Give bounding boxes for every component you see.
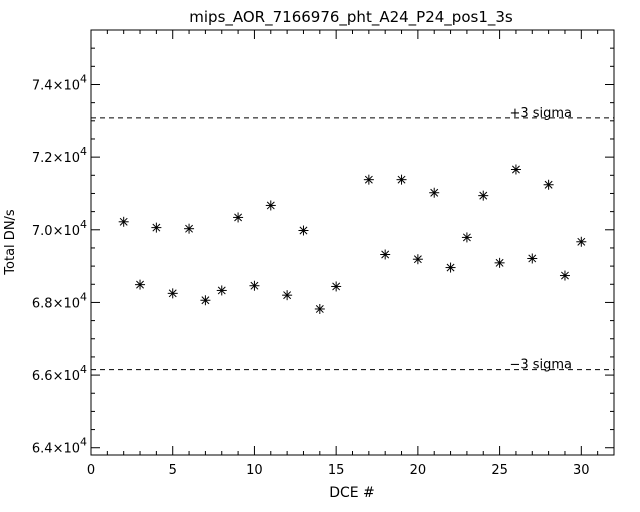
- x-axis-label: DCE #: [329, 485, 375, 501]
- data-point: [184, 223, 195, 234]
- data-point: [200, 295, 211, 306]
- data-point: [233, 212, 244, 223]
- y-tick-label: 6.6×104: [32, 363, 87, 384]
- data-point: [543, 179, 554, 190]
- reference-line-label: −3 sigma: [509, 358, 572, 373]
- x-tick-label: 0: [87, 463, 95, 478]
- y-tick-label: 7.2×104: [32, 145, 87, 166]
- data-point: [118, 216, 129, 227]
- data-point: [216, 285, 227, 296]
- x-tick-label: 15: [328, 463, 345, 478]
- data-point: [576, 236, 587, 247]
- data-point: [559, 270, 570, 281]
- data-points: [118, 164, 587, 314]
- reference-line-label: +3 sigma: [509, 106, 572, 121]
- data-point: [167, 288, 178, 299]
- data-point: [445, 262, 456, 273]
- data-point: [265, 200, 276, 211]
- data-point: [494, 257, 505, 268]
- data-point: [363, 174, 374, 185]
- x-axis: 0 5 10 15 20 25 30: [87, 30, 599, 478]
- data-point: [249, 280, 260, 291]
- y-tick-label: 6.4×104: [32, 436, 87, 457]
- data-point: [510, 164, 521, 175]
- data-point: [151, 222, 162, 233]
- y-axis-label: Total DN/s: [3, 209, 18, 276]
- data-point: [527, 253, 538, 264]
- x-tick-label: 30: [573, 463, 590, 478]
- data-point: [412, 254, 423, 265]
- data-point: [314, 303, 325, 314]
- data-point: [135, 279, 146, 290]
- x-tick-label: 5: [169, 463, 177, 478]
- data-point: [298, 225, 309, 236]
- chart-title: mips_AOR_7166976_pht_A24_P24_pos1_3s: [189, 8, 513, 27]
- x-tick-label: 20: [410, 463, 427, 478]
- x-tick-label: 25: [491, 463, 508, 478]
- y-tick-label: 6.8×104: [32, 290, 87, 311]
- y-tick-label: 7.4×104: [32, 72, 87, 93]
- y-tick-label: 7.0×104: [32, 218, 87, 239]
- data-point: [282, 290, 293, 301]
- data-point: [331, 281, 342, 292]
- y-axis: 6.4×104 6.6×104 6.8×104 7.0×104 7.2×104 7.4×1…: [32, 29, 614, 457]
- data-point: [461, 232, 472, 243]
- reference-lines: +3 sigma −3 sigma: [91, 106, 614, 373]
- data-point: [429, 187, 440, 198]
- data-point: [478, 190, 489, 201]
- data-point: [380, 249, 391, 260]
- plot-frame: [90, 29, 615, 456]
- data-point: [396, 174, 407, 185]
- x-tick-label: 10: [246, 463, 263, 478]
